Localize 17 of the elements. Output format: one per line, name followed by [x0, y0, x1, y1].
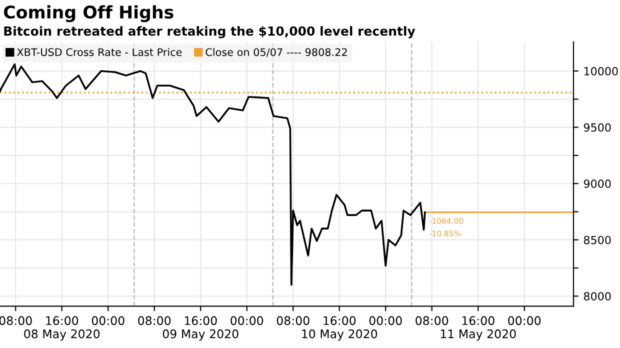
y-tick-label: 9500 — [584, 123, 611, 132]
x-tick-label: 08:00 — [416, 316, 448, 326]
x-tick-label: 00:00 — [508, 316, 541, 326]
chart-subtitle: Bitcoin retreated after retaking the $10,000 level recently — [4, 26, 416, 38]
x-tick-label: 00:00 — [230, 316, 264, 326]
y-tick-label: 9000 — [584, 180, 611, 188]
legend-label: XBT-USD Cross Rate - Last Price — [16, 48, 182, 56]
y-tick-label: 8500 — [584, 236, 611, 244]
y-tick-label: 10000 — [584, 66, 618, 76]
x-tick-label: 00:00 — [92, 316, 124, 326]
line-series — [0, 63, 426, 286]
x-tick-label: 00:00 — [369, 316, 402, 326]
chart-title: Coming Off Highs — [4, 5, 174, 22]
legend-label: Close on 05/07 ---- 9808.22 — [206, 48, 347, 57]
x-tick-label: 08:00 — [276, 316, 310, 326]
x-tick-label: 08:00 — [138, 316, 171, 326]
y-tick-label: 8000 — [584, 292, 611, 300]
